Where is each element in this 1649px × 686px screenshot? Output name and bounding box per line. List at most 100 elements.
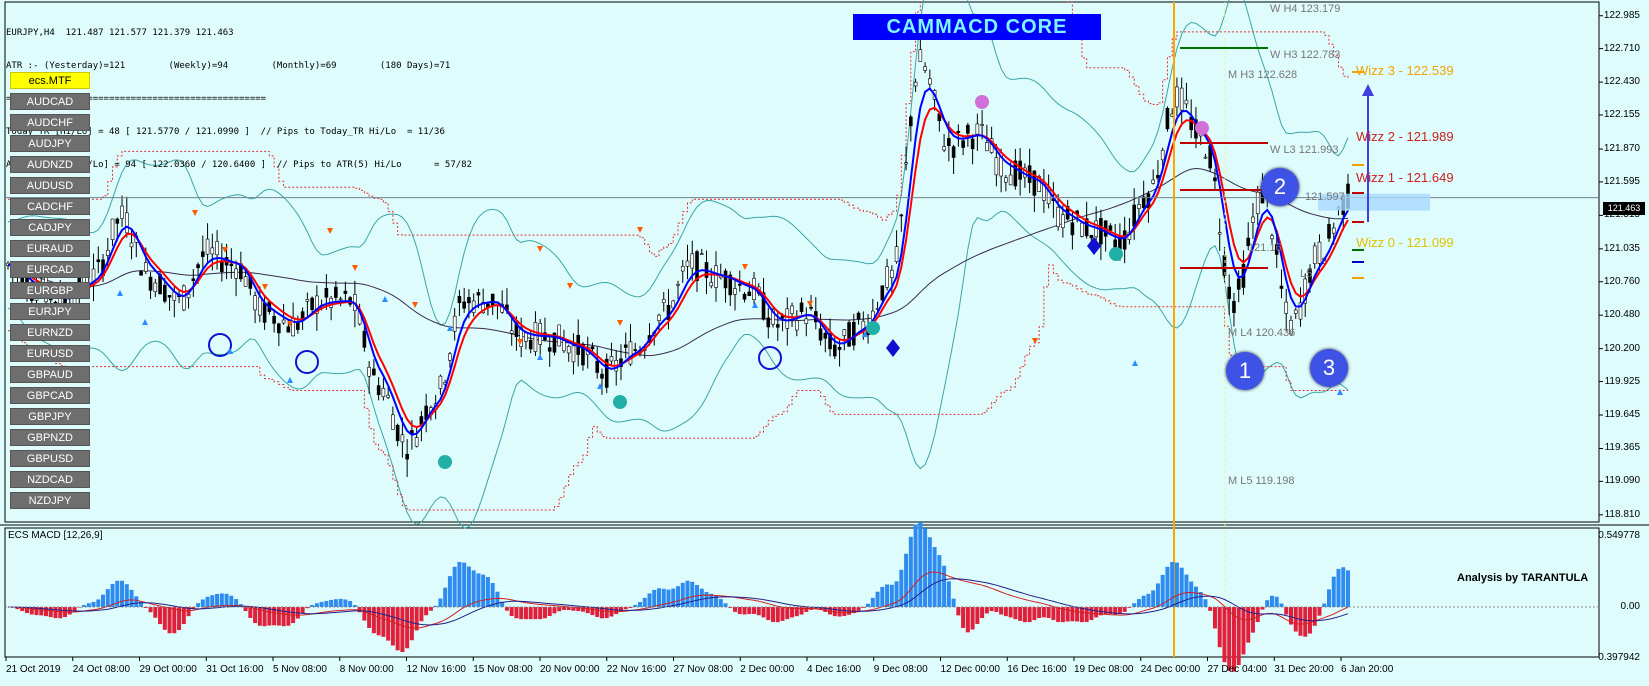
- symbol-button[interactable]: AUDCAD: [10, 93, 90, 110]
- macd-histogram-bar: [25, 607, 30, 613]
- candle-body: [947, 138, 951, 146]
- macd-histogram-bar: [1303, 607, 1308, 637]
- symbol-button[interactable]: EURAUD: [10, 240, 90, 257]
- macd-histogram-bar: [766, 607, 771, 621]
- symbol-button[interactable]: EURGBP: [10, 282, 90, 299]
- symbol-button[interactable]: AUDJPY: [10, 135, 90, 152]
- down-arrow: [192, 210, 198, 216]
- candle-body: [571, 345, 576, 363]
- signal-ring: [295, 350, 319, 374]
- signal-dot: [1109, 247, 1123, 261]
- candle-body: [210, 247, 215, 255]
- macd-histogram-bar: [794, 607, 799, 617]
- symbol-button[interactable]: AUDUSD: [10, 177, 90, 194]
- macd-histogram-bar: [861, 607, 866, 608]
- candle-body: [880, 285, 885, 301]
- candle-body: [509, 330, 514, 334]
- macd-scale-top: 0.549778: [1598, 530, 1640, 541]
- time-tick-label: 12 Dec 00:00: [940, 664, 1001, 675]
- macd-histogram-bar: [1246, 607, 1251, 643]
- symbol-button[interactable]: AUDCHF: [10, 114, 90, 131]
- macd-histogram-bar: [1208, 607, 1213, 611]
- candle-body: [110, 218, 115, 240]
- macd-histogram-bar: [1174, 562, 1179, 607]
- candle-body: [1312, 245, 1317, 265]
- macd-histogram-bar: [1032, 607, 1037, 621]
- envelope-upper: [7, 0, 1349, 257]
- macd-pane-frame: [4, 527, 1600, 658]
- candle-body: [182, 285, 186, 311]
- macd-histogram-bar: [438, 598, 443, 607]
- candle-body: [1298, 302, 1303, 320]
- down-arrow: [807, 301, 813, 307]
- macd-histogram-bar: [476, 573, 481, 607]
- macd-histogram-bar: [580, 607, 585, 612]
- down-arrow: [567, 283, 573, 289]
- macd-histogram-bar: [552, 607, 557, 614]
- macd-histogram-bar: [637, 602, 642, 607]
- macd-histogram-bar: [348, 601, 353, 607]
- symbol-button[interactable]: NZDJPY: [10, 492, 90, 509]
- macd-histogram-bar: [656, 588, 661, 607]
- macd-histogram-bar: [134, 596, 139, 607]
- current-price-tag: 121.463: [1603, 202, 1645, 215]
- macd-histogram-bar: [305, 607, 310, 609]
- macd-histogram-bar: [661, 588, 666, 607]
- macd-histogram-bar: [1227, 607, 1232, 671]
- symbol-button-active[interactable]: ecs.MTF: [10, 72, 90, 89]
- symbol-button[interactable]: CADCHF: [10, 198, 90, 215]
- symbol-button[interactable]: NZDCAD: [10, 471, 90, 488]
- symbol-button[interactable]: GBPJPY: [10, 408, 90, 425]
- symbol-button[interactable]: CADJPY: [10, 219, 90, 236]
- macd-histogram-bar: [1084, 607, 1089, 622]
- macd-histogram-bar: [1260, 607, 1265, 610]
- pivot-l5-label: L5: [1300, 268, 1313, 280]
- time-tick-label: 21 Oct 2019: [6, 664, 61, 675]
- candle-body: [148, 276, 153, 291]
- macd-histogram-bar: [894, 581, 899, 607]
- macd-histogram-bar: [818, 607, 823, 610]
- macd-histogram-bar: [965, 607, 970, 633]
- time-tick-label: 15 Nov 08:00: [473, 664, 533, 675]
- wizz-arrow-head: [1362, 84, 1374, 96]
- symbol-button[interactable]: GBPAUD: [10, 366, 90, 383]
- macd-histogram-bar: [870, 597, 875, 607]
- up-arrow: [597, 383, 603, 389]
- candle-body: [362, 330, 367, 348]
- candle-body: [1327, 224, 1331, 239]
- macd-histogram-bar: [1312, 607, 1317, 626]
- symbol-button[interactable]: GBPCAD: [10, 387, 90, 404]
- macd-histogram-bar: [177, 607, 182, 631]
- down-arrow: [742, 264, 748, 270]
- symbol-button[interactable]: EURNZD: [10, 324, 90, 341]
- candle-body: [590, 346, 595, 350]
- price-tick-label: 121.035: [1603, 242, 1640, 254]
- symbol-button[interactable]: GBPUSD: [10, 450, 90, 467]
- signal-ring: [758, 346, 782, 370]
- signal-dot: [866, 321, 880, 335]
- macd-histogram-bar: [129, 589, 134, 607]
- candle-body: [215, 241, 219, 256]
- macd-histogram-bar: [1336, 568, 1341, 607]
- macd-histogram-bar: [110, 583, 115, 607]
- symbol-button[interactable]: AUDNZD: [10, 156, 90, 173]
- candle-body: [970, 138, 975, 150]
- symbol-button[interactable]: EURCAD: [10, 261, 90, 278]
- time-tick-label: 31 Dec 20:00: [1274, 664, 1334, 675]
- symbol-button[interactable]: EURJPY: [10, 303, 90, 320]
- macd-histogram-bar: [101, 594, 106, 607]
- macd-histogram-bar: [1160, 574, 1165, 607]
- macd-histogram-bar: [39, 607, 44, 616]
- candle-body: [533, 322, 538, 352]
- candle-body: [552, 332, 557, 353]
- macd-histogram-bar: [585, 607, 590, 614]
- price-tick-label: 122.155: [1603, 108, 1640, 120]
- macd-histogram-bar: [158, 607, 163, 625]
- candle-body: [490, 293, 495, 307]
- down-arrow: [222, 247, 228, 253]
- symbol-button[interactable]: EURUSD: [10, 345, 90, 362]
- up-arrow: [447, 325, 453, 331]
- candle-body: [604, 358, 609, 388]
- symbol-button[interactable]: GBPNZD: [10, 429, 90, 446]
